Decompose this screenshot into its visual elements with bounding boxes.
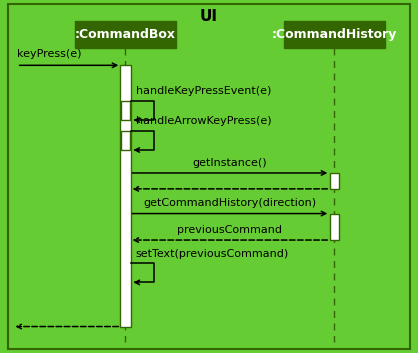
Text: getInstance(): getInstance() [193, 158, 267, 168]
Text: handleKeyPressEvent(e): handleKeyPressEvent(e) [136, 86, 271, 96]
Bar [330, 173, 339, 189]
Bar [120, 65, 130, 327]
Bar [121, 101, 130, 120]
Text: keyPress(e): keyPress(e) [17, 49, 81, 59]
Text: getCommandHistory(direction): getCommandHistory(direction) [143, 198, 316, 208]
Text: :CommandHistory: :CommandHistory [272, 28, 397, 41]
Bar [121, 131, 130, 150]
Text: setText(previousCommand): setText(previousCommand) [136, 249, 289, 259]
Bar [330, 214, 339, 240]
Bar [284, 21, 385, 48]
Text: :CommandBox: :CommandBox [75, 28, 176, 41]
Bar [75, 21, 176, 48]
Text: UI: UI [200, 9, 218, 24]
Text: handleArrowKeyPress(e): handleArrowKeyPress(e) [136, 116, 271, 126]
Text: previousCommand: previousCommand [177, 225, 283, 235]
